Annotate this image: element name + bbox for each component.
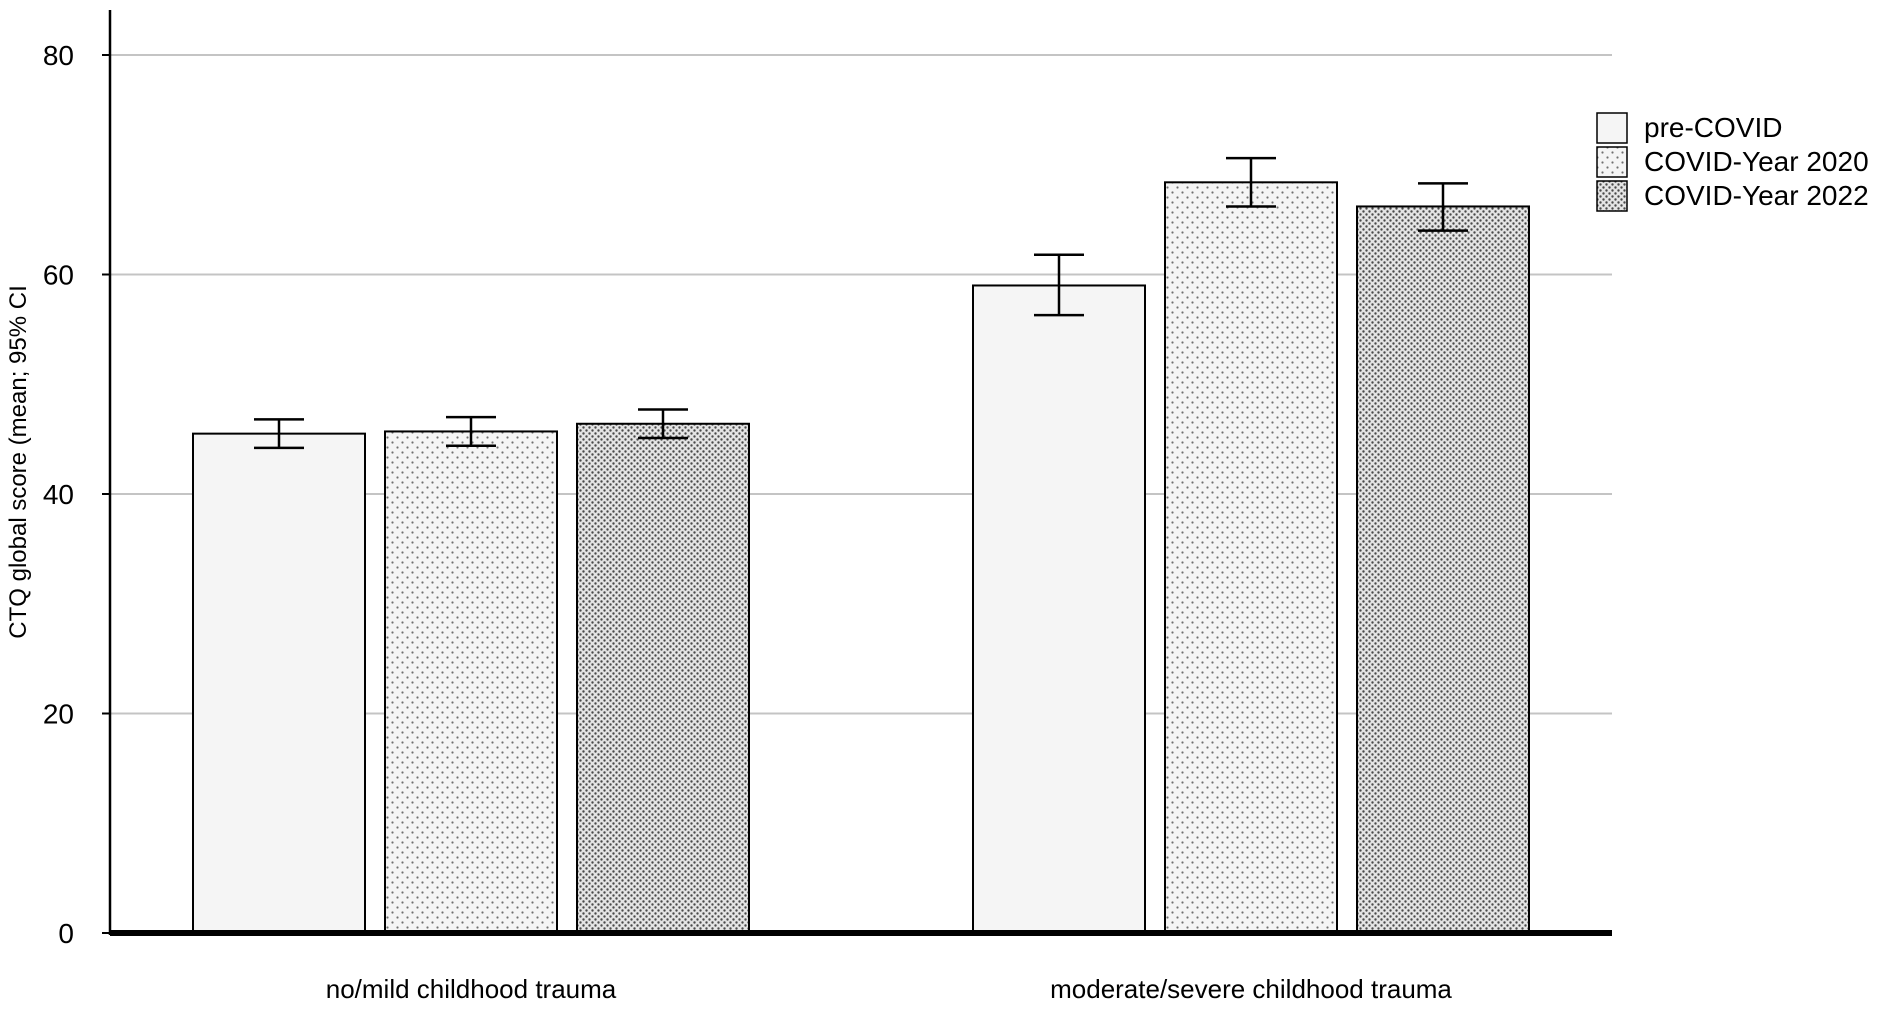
bar: [384, 430, 558, 934]
legend-label: COVID-Year 2020: [1644, 146, 1869, 177]
y-tick-label: 80: [43, 40, 74, 71]
bar: [972, 284, 1146, 935]
y-tick-label: 60: [43, 260, 74, 291]
y-axis-label: CTQ global score (mean; 95% CI: [5, 285, 32, 638]
bar: [192, 432, 366, 934]
legend-label: pre-COVID: [1644, 112, 1782, 143]
x-category-label: moderate/severe childhood trauma: [1050, 974, 1452, 1004]
axes: 0 20 40 60 80 no/mild childhood trauma moderat…: [43, 10, 1612, 1004]
legend-label: COVID-Year 2022: [1644, 180, 1869, 211]
bar: [576, 422, 750, 934]
bar: [1164, 181, 1338, 934]
y-tick-label: 40: [43, 479, 74, 510]
y-tick-label: 20: [43, 699, 74, 730]
legend-swatch: [1596, 180, 1628, 212]
x-category-label: no/mild childhood trauma: [326, 974, 617, 1004]
legend-swatch: [1596, 146, 1628, 178]
bar: [1356, 205, 1530, 934]
legend-swatch: [1596, 112, 1628, 144]
y-tick-label: 0: [58, 918, 74, 949]
